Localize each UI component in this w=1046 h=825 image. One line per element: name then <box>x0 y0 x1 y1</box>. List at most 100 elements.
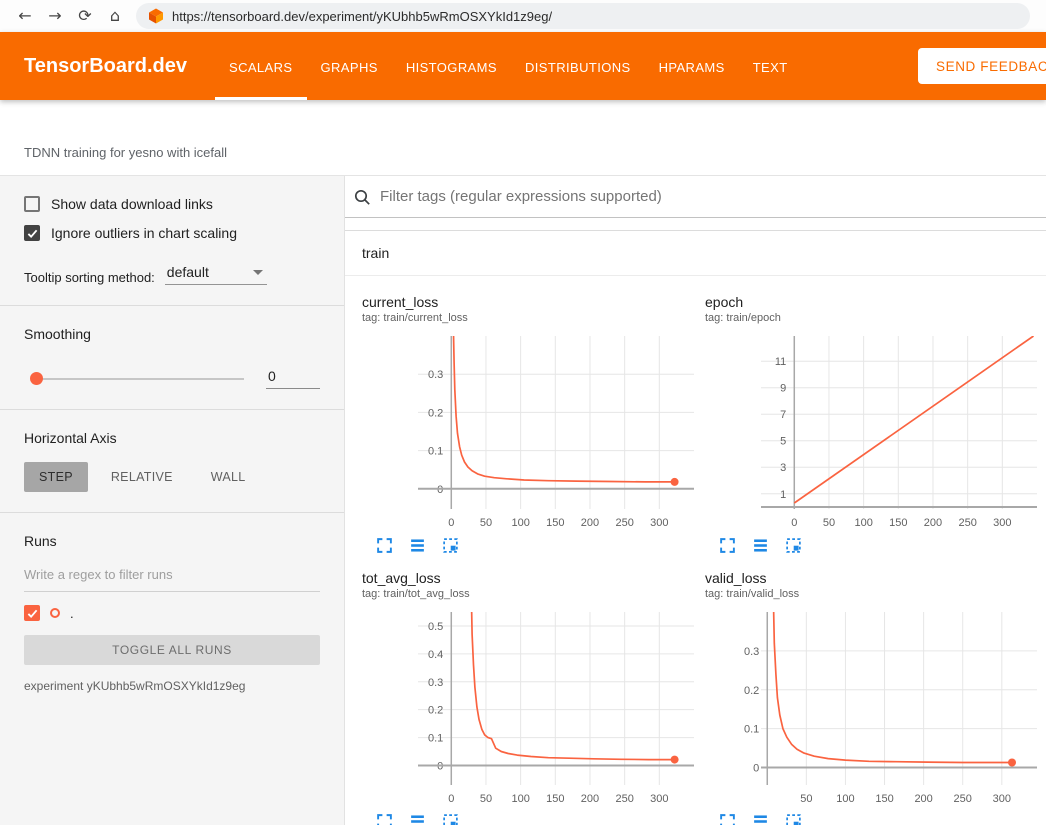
tooltip-sorting-value: default <box>166 264 209 280</box>
send-feedback-button[interactable]: SEND FEEDBACK <box>918 48 1046 84</box>
data-table-icon[interactable] <box>409 813 426 825</box>
svg-text:100: 100 <box>511 793 529 805</box>
svg-text:9: 9 <box>780 383 786 395</box>
ignore-outliers-checkbox[interactable]: Ignore outliers in chart scaling <box>24 225 320 241</box>
svg-text:100: 100 <box>836 793 854 805</box>
tab-distributions[interactable]: DISTRIBUTIONS <box>524 60 631 75</box>
smoothing-slider-thumb[interactable] <box>30 372 43 385</box>
chart-actions <box>376 537 705 554</box>
tab-graphs[interactable]: GRAPHS <box>320 60 378 75</box>
svg-text:0: 0 <box>791 517 797 529</box>
axis-relative-button[interactable]: RELATIVE <box>96 462 188 492</box>
svg-text:100: 100 <box>854 517 872 529</box>
chart-title: valid_loss <box>705 570 767 586</box>
nav-tabs: SCALARS GRAPHS HISTOGRAMS DISTRIBUTIONS … <box>215 32 802 100</box>
tab-scalars[interactable]: SCALARS <box>215 32 307 100</box>
horizontal-axis-label: Horizontal Axis <box>24 430 117 446</box>
svg-text:300: 300 <box>650 517 668 529</box>
tooltip-sorting-label: Tooltip sorting method: <box>24 270 155 285</box>
svg-text:250: 250 <box>615 793 633 805</box>
svg-text:50: 50 <box>800 793 812 805</box>
filter-tags-input[interactable] <box>380 188 1038 205</box>
show-download-links-checkbox[interactable]: Show data download links <box>24 196 320 212</box>
svg-text:50: 50 <box>480 517 492 529</box>
experiment-title: TDNN training for yesno with icefall <box>24 145 228 160</box>
run-list-item[interactable]: . <box>24 605 320 621</box>
svg-text:0: 0 <box>437 484 443 496</box>
chart-actions <box>719 537 1046 554</box>
tab-histograms[interactable]: HISTOGRAMS <box>405 60 497 75</box>
data-table-icon[interactable] <box>752 537 769 554</box>
home-icon[interactable]: ⌂ <box>109 6 121 25</box>
checkbox-unchecked-icon <box>24 196 40 212</box>
svg-text:250: 250 <box>958 517 976 529</box>
chart-tag: tag: train/valid_loss <box>705 588 800 600</box>
svg-text:0.3: 0.3 <box>428 369 443 381</box>
filter-tags-row <box>345 176 1046 218</box>
divider <box>0 409 344 410</box>
line-chart[interactable]: 50 100 150 200 250 300 0 0.1 0.2 0.3 <box>705 608 1046 808</box>
svg-text:100: 100 <box>511 517 529 529</box>
svg-text:7: 7 <box>780 409 786 421</box>
back-icon[interactable]: ← <box>18 6 32 25</box>
svg-text:150: 150 <box>889 517 907 529</box>
expand-chart-icon[interactable] <box>719 813 736 825</box>
svg-text:0.2: 0.2 <box>744 685 759 697</box>
divider <box>0 305 344 306</box>
fit-domain-icon[interactable] <box>785 537 802 554</box>
smoothing-label: Smoothing <box>24 326 91 342</box>
app-header: TensorBoard.dev SCALARS GRAPHS HISTOGRAM… <box>0 32 1046 100</box>
svg-text:150: 150 <box>546 517 564 529</box>
line-chart[interactable]: 0 50 100 150 200 250 300 1 3 5 7 9 11 <box>705 332 1046 532</box>
charts-grid: current_loss tag: train/current_loss 0 50… <box>345 276 1046 825</box>
line-chart[interactable]: 0 50 100 150 200 250 300 0 0.1 0.2 0.3 0.4 0.5 <box>362 608 705 808</box>
expand-chart-icon[interactable] <box>376 813 393 825</box>
svg-text:0.1: 0.1 <box>428 733 443 745</box>
svg-text:1: 1 <box>780 489 786 501</box>
url-text: https://tensorboard.dev/experiment/yKUbh… <box>172 8 553 24</box>
tooltip-sorting-select[interactable]: default <box>164 263 267 285</box>
browser-chrome: ← → ⟳ ⌂ https://tensorboard.dev/experime… <box>0 0 1046 32</box>
chevron-down-icon <box>252 269 263 275</box>
tab-hparams[interactable]: HPARAMS <box>658 60 725 75</box>
train-section-card: train current_loss tag: train/current_lo… <box>345 230 1046 825</box>
svg-text:3: 3 <box>780 462 786 474</box>
chart-actions <box>376 813 705 825</box>
chart-title: epoch <box>705 294 744 310</box>
data-table-icon[interactable] <box>409 537 426 554</box>
runs-label: Runs <box>24 533 57 549</box>
axis-step-button[interactable]: STEP <box>24 462 88 492</box>
fit-domain-icon[interactable] <box>442 813 459 825</box>
data-table-icon[interactable] <box>752 813 769 825</box>
smoothing-slider[interactable] <box>30 372 244 385</box>
chart-title: current_loss <box>362 294 439 310</box>
scalar-chart-card: tot_avg_loss tag: train/tot_avg_loss 0 50… <box>362 570 705 825</box>
scalar-chart-card: current_loss tag: train/current_loss 0 50… <box>362 294 705 554</box>
fit-domain-icon[interactable] <box>442 537 459 554</box>
smoothing-value-input[interactable]: 0 <box>266 368 320 389</box>
tab-text[interactable]: TEXT <box>752 60 788 75</box>
svg-text:200: 200 <box>924 517 942 529</box>
expand-chart-icon[interactable] <box>376 537 393 554</box>
svg-text:0: 0 <box>448 793 454 805</box>
chart-title: tot_avg_loss <box>362 570 441 586</box>
brand-title: TensorBoard.dev <box>24 54 187 77</box>
forward-icon[interactable]: → <box>48 6 62 25</box>
svg-text:300: 300 <box>650 793 668 805</box>
experiment-title-bar: TDNN training for yesno with icefall <box>0 100 1046 176</box>
runs-filter-input[interactable] <box>24 563 320 592</box>
svg-text:0: 0 <box>753 763 759 775</box>
fit-domain-icon[interactable] <box>785 813 802 825</box>
chart-tag: tag: train/current_loss <box>362 312 468 324</box>
toggle-all-runs-button[interactable]: TOGGLE ALL RUNS <box>24 635 320 665</box>
train-section-header[interactable]: train <box>345 231 1046 276</box>
svg-text:0.3: 0.3 <box>428 677 443 689</box>
address-bar[interactable]: https://tensorboard.dev/experiment/yKUbh… <box>136 3 1030 29</box>
axis-wall-button[interactable]: WALL <box>196 462 261 492</box>
reload-icon[interactable]: ⟳ <box>78 6 92 25</box>
chart-tag: tag: train/tot_avg_loss <box>362 588 470 600</box>
line-chart[interactable]: 0 50 100 150 200 250 300 0 0.1 0.2 0.3 <box>362 332 705 532</box>
expand-chart-icon[interactable] <box>719 537 736 554</box>
svg-text:0.1: 0.1 <box>744 724 759 736</box>
run-checkbox-checked-icon[interactable] <box>24 605 40 621</box>
